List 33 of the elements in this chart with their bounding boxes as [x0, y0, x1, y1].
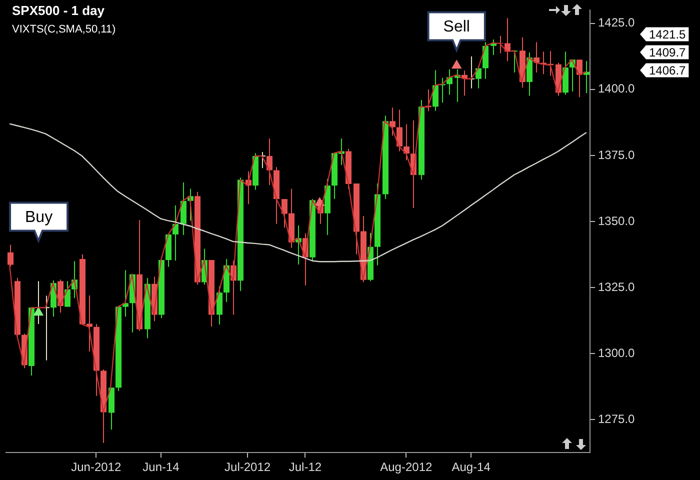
x-tick-label: Jul-12 — [288, 460, 322, 474]
candlestick — [482, 42, 488, 80]
candlestick — [476, 65, 482, 89]
candlestick — [216, 286, 222, 325]
candlestick — [8, 244, 14, 268]
chart-title: SPX500 - 1 day — [12, 3, 106, 18]
candlestick — [64, 280, 70, 308]
candlestick — [266, 138, 272, 186]
y-tick-label: 1375.0 — [598, 148, 636, 162]
candlestick — [584, 60, 590, 94]
text: 1406.7 — [649, 64, 686, 78]
y-tick-label: 1275.0 — [598, 412, 636, 426]
x-tick-label: Jul-2012 — [224, 460, 271, 474]
y-tick-label: 1400.0 — [598, 82, 636, 96]
candlestick — [180, 182, 186, 236]
candlestick — [396, 109, 402, 152]
x-tick-label: Jun-14 — [142, 460, 180, 474]
candlestick — [122, 270, 128, 318]
y-tick-label: 1350.0 — [598, 214, 636, 228]
candlestick — [390, 107, 396, 136]
text: 1409.7 — [649, 46, 686, 60]
y-tick-label: 1300.0 — [598, 346, 636, 360]
y-tick-label: 1425.0 — [598, 16, 636, 30]
text: VIXTS(C,SMA,50,11) — [12, 24, 116, 36]
x-tick-label: Aug-2012 — [380, 460, 432, 474]
y-tick-label: 1325.0 — [598, 280, 636, 294]
x-tick-label: Jun-2012 — [71, 460, 122, 474]
text: Buy — [24, 209, 53, 226]
candlestick — [432, 70, 438, 112]
text: 1421.5 — [649, 28, 686, 42]
series-label: Sell — [443, 18, 470, 36]
point — [452, 60, 462, 69]
x-tick-label: Aug-14 — [452, 460, 491, 474]
